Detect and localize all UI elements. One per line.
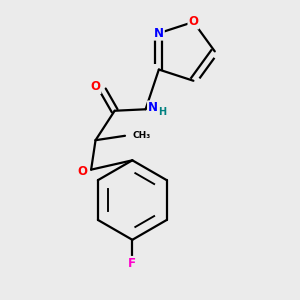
Text: CH₃: CH₃ xyxy=(132,131,151,140)
Text: O: O xyxy=(188,16,198,28)
Text: O: O xyxy=(77,165,87,178)
Text: H: H xyxy=(159,107,167,117)
Text: N: N xyxy=(154,27,164,40)
Text: O: O xyxy=(91,80,100,93)
Text: N: N xyxy=(148,101,158,114)
Text: F: F xyxy=(128,257,136,270)
